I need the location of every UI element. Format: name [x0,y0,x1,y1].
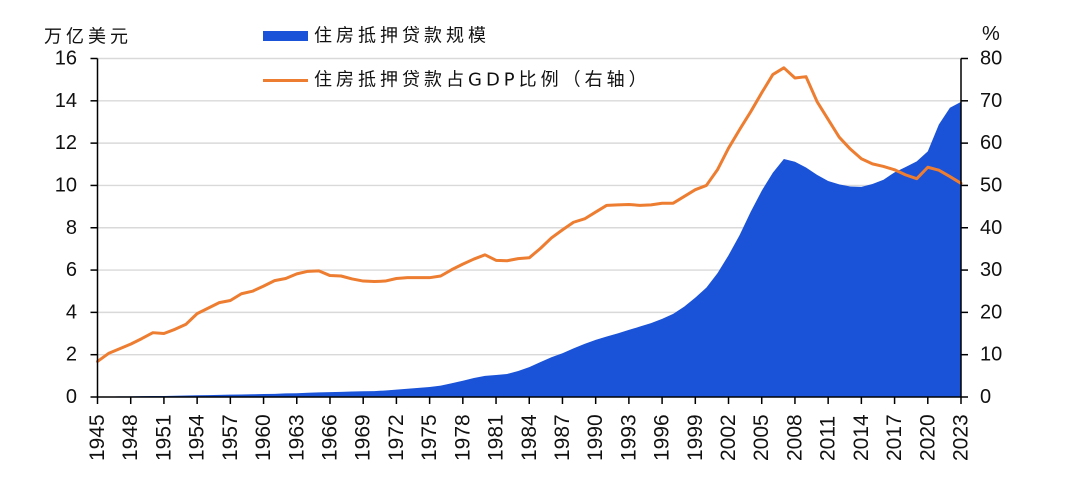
x-axis-tick-label: 1948 [119,414,142,461]
right-axis-tick-label: 40 [980,217,1002,239]
gridlines [97,57,961,356]
x-axis-tick-label: 1978 [451,414,474,461]
x-axis-tick-label: 2011 [817,416,840,461]
legend-label-mortgage-gdp-ratio: 住房抵押贷款占GDP比例（右轴） [314,70,651,91]
x-axis-tick-label: 1945 [86,414,109,461]
mortgage-scale-area [97,101,961,398]
left-axis-tick-label: 16 [55,48,77,70]
right-axis-tick-label: 10 [980,344,1002,366]
right-axis-tick-label: 30 [980,259,1002,281]
axes: 0 2 4 6 8 10 12 14 16 0 10 20 30 40 50 60 70 80 1945 1948 19… [55,48,1003,462]
x-axis-tick-label: 1990 [584,414,607,461]
x-axis-tick-label: 1957 [219,414,242,461]
x-axis-tick-label: 1960 [252,414,275,461]
legend-area-swatch [263,31,308,41]
right-axis-title: % [982,23,1000,45]
left-axis-title: 万亿美元 [44,27,132,48]
left-axis-tick-label: 14 [55,90,77,112]
right-axis-tick-label: 60 [980,132,1002,154]
x-axis-tick-label: 2014 [850,414,873,461]
x-axis-tick-label: 1996 [651,414,674,461]
left-axis-tick-label: 2 [66,344,77,366]
x-axis-tick-label: 1966 [318,414,341,461]
mortgage-gdp-ratio-line [96,66,963,363]
x-axis-tick-label: 1987 [551,414,574,461]
left-axis-tick-label: 10 [55,174,77,196]
x-axis-tick-label: 2023 [950,414,973,461]
x-axis-tick-label: 1963 [285,414,308,461]
right-axis-tick-label: 50 [980,174,1002,196]
x-axis-tick-label: 1951 [152,414,175,461]
left-axis-tick-label: 8 [66,217,77,239]
legend: 住房抵押贷款规模 住房抵押贷款占GDP比例（右轴） [263,26,651,91]
left-axis-tick-label: 12 [55,132,77,154]
x-axis-tick-label: 1972 [385,414,408,461]
x-axis-tick-label: 2002 [717,414,740,461]
left-axis-tick-label: 6 [66,259,77,281]
x-axis-tick-label: 1969 [352,414,375,461]
legend-item-mortgage-gdp-ratio: 住房抵押贷款占GDP比例（右轴） [263,70,651,91]
x-axis-tick-label: 1975 [418,414,441,461]
right-axis-tick-label: 70 [980,90,1002,112]
right-axis-tick-label: 0 [980,386,991,408]
x-axis-tick-label: 1984 [518,414,541,461]
left-axis-tick-label: 0 [66,386,77,408]
x-axis-tick-label: 2020 [916,414,939,461]
legend-item-mortgage-scale: 住房抵押贷款规模 [263,26,490,47]
left-axis-tick-label: 4 [66,301,77,323]
x-axis-tick-label: 2008 [783,414,806,461]
x-axis-tick-label: 1999 [684,414,707,461]
x-axis-tick-label: 1954 [186,414,209,461]
right-axis-tick-label: 20 [980,301,1002,323]
legend-label-mortgage-scale: 住房抵押贷款规模 [314,26,490,47]
right-axis-tick-label: 80 [980,48,1002,70]
x-axis-tick-label: 1993 [617,414,640,461]
x-axis-tick-label: 1981 [485,414,508,461]
x-axis-tick-label: 2017 [883,414,906,461]
x-axis-tick-label: 2005 [750,414,773,461]
